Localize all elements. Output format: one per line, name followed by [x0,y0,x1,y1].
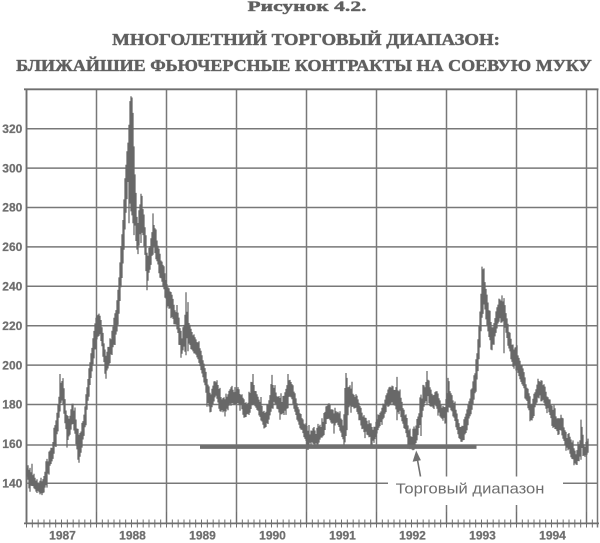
svg-text:1994: 1994 [539,529,566,543]
svg-text:1987: 1987 [49,529,76,543]
svg-text:140: 140 [2,477,22,491]
svg-text:1992: 1992 [399,529,426,543]
svg-text:Торговый диапазон: Торговый диапазон [396,481,545,497]
svg-text:1993: 1993 [469,529,496,543]
svg-text:240: 240 [2,280,22,294]
svg-text:160: 160 [2,437,22,451]
svg-text:260: 260 [2,240,22,254]
svg-text:180: 180 [2,398,22,412]
svg-text:220: 220 [2,319,22,333]
svg-text:300: 300 [2,161,22,175]
svg-text:1988: 1988 [119,529,146,543]
svg-text:280: 280 [2,201,22,215]
svg-text:1991: 1991 [329,529,356,543]
svg-text:320: 320 [2,122,22,136]
svg-text:1990: 1990 [259,529,286,543]
svg-text:1989: 1989 [189,529,216,543]
svg-text:200: 200 [2,358,22,372]
